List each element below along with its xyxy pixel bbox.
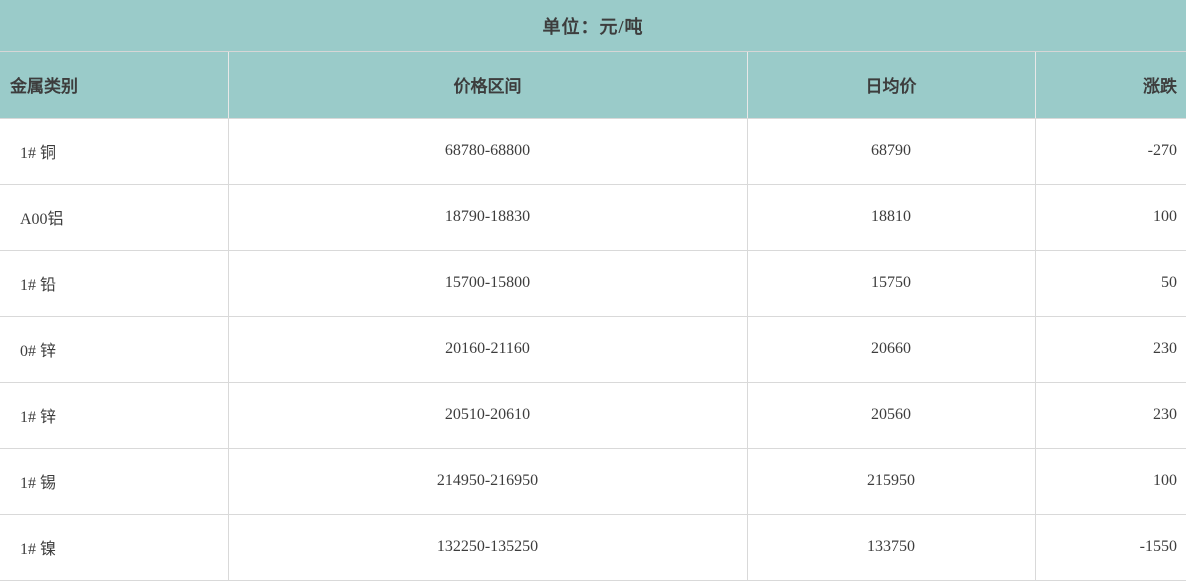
table-row: 1# 镍 132250-135250 133750 -1550: [0, 514, 1186, 581]
table-header: 金属类别 价格区间 日均价 涨跌: [0, 52, 1186, 119]
table-row: 0# 锌 20160-21160 20660 230: [0, 316, 1186, 383]
metal-price-table: 金属类别 价格区间 日均价 涨跌 1# 铜 68780-68800 68790 …: [0, 52, 1186, 581]
change-cell: 50: [1035, 250, 1186, 317]
change-cell: 100: [1035, 448, 1186, 515]
change-cell: 230: [1035, 382, 1186, 449]
table-row: 1# 锡 214950-216950 215950 100: [0, 448, 1186, 515]
table-row: 1# 铜 68780-68800 68790 -270: [0, 118, 1186, 185]
daily-avg-cell: 68790: [747, 118, 1036, 185]
metal-name-cell: 1# 锌: [0, 382, 229, 449]
table-row: 1# 锌 20510-20610 20560 230: [0, 382, 1186, 449]
header-row: 金属类别 价格区间 日均价 涨跌: [0, 52, 1186, 119]
price-range-cell: 20510-20610: [228, 382, 748, 449]
daily-avg-cell: 20560: [747, 382, 1036, 449]
change-cell: 230: [1035, 316, 1186, 383]
daily-avg-cell: 133750: [747, 514, 1036, 581]
table-row: A00铝 18790-18830 18810 100: [0, 184, 1186, 251]
table-row: 1# 铅 15700-15800 15750 50: [0, 250, 1186, 317]
column-header-change: 涨跌: [1035, 52, 1186, 119]
price-range-cell: 132250-135250: [228, 514, 748, 581]
metal-name-cell: 0# 锌: [0, 316, 229, 383]
change-cell: 100: [1035, 184, 1186, 251]
metal-name-cell: 1# 铜: [0, 118, 229, 185]
column-header-price-range: 价格区间: [228, 52, 748, 119]
price-range-cell: 18790-18830: [228, 184, 748, 251]
unit-title-bar: 单位：元/吨: [0, 0, 1186, 52]
column-header-metal: 金属类别: [0, 52, 229, 119]
price-range-cell: 214950-216950: [228, 448, 748, 515]
change-cell: -1550: [1035, 514, 1186, 581]
daily-avg-cell: 18810: [747, 184, 1036, 251]
metal-name-cell: A00铝: [0, 184, 229, 251]
metal-name-cell: 1# 镍: [0, 514, 229, 581]
price-range-cell: 68780-68800: [228, 118, 748, 185]
metal-name-cell: 1# 锡: [0, 448, 229, 515]
change-cell: -270: [1035, 118, 1186, 185]
price-range-cell: 20160-21160: [228, 316, 748, 383]
table-body: 1# 铜 68780-68800 68790 -270 A00铝 18790-1…: [0, 118, 1186, 581]
metal-name-cell: 1# 铅: [0, 250, 229, 317]
unit-label: 单位：元/吨: [542, 16, 644, 37]
price-range-cell: 15700-15800: [228, 250, 748, 317]
column-header-daily-avg: 日均价: [747, 52, 1036, 119]
daily-avg-cell: 15750: [747, 250, 1036, 317]
daily-avg-cell: 20660: [747, 316, 1036, 383]
daily-avg-cell: 215950: [747, 448, 1036, 515]
